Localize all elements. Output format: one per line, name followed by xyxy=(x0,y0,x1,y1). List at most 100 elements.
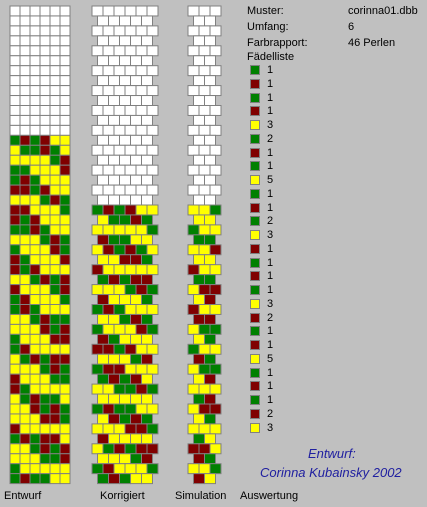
korrigiert-grid[interactable] xyxy=(91,5,159,485)
bead-cell xyxy=(59,373,71,385)
bead-cell xyxy=(39,174,51,186)
bead-cell xyxy=(119,55,131,67)
bead-cell xyxy=(119,373,131,385)
bead-cell xyxy=(187,383,200,395)
bead-cell xyxy=(59,453,71,465)
bead-cell xyxy=(19,453,31,465)
bead-cell xyxy=(130,214,142,226)
bead-cell xyxy=(59,304,71,315)
bead-cell xyxy=(141,254,153,266)
bead-cell xyxy=(49,5,61,17)
bead-cell xyxy=(19,254,31,266)
bead-cell xyxy=(119,453,131,465)
bead-cell xyxy=(59,154,71,166)
bead-cell xyxy=(9,124,21,136)
bead-cell xyxy=(209,323,222,335)
bead-cell xyxy=(198,144,211,156)
bead-cell xyxy=(19,313,31,325)
bead-cell xyxy=(49,244,61,256)
bead-cell xyxy=(108,95,120,107)
bead-cell xyxy=(102,284,115,296)
bead-cell xyxy=(97,95,109,107)
bead-cell xyxy=(113,224,126,236)
bead-cell xyxy=(193,373,205,385)
bead-count: 1 xyxy=(267,201,274,214)
bead-cell xyxy=(97,313,109,325)
bead-cell xyxy=(124,463,137,475)
bead-cell xyxy=(91,85,104,97)
bead-cell xyxy=(119,294,131,305)
bead-cell xyxy=(102,463,115,475)
bead-cell xyxy=(113,5,126,17)
bead-cell xyxy=(59,313,71,325)
bead-cell xyxy=(49,304,61,315)
simulation-grid[interactable] xyxy=(187,5,222,485)
bead-cell xyxy=(141,453,153,465)
bead-cell xyxy=(19,353,31,365)
bead-cell xyxy=(113,363,126,375)
bead-cell xyxy=(39,274,51,286)
bead-cell xyxy=(9,164,21,176)
bead-cell xyxy=(97,154,109,166)
bead-cell xyxy=(59,105,71,116)
bead-cell xyxy=(39,144,51,156)
bead-cell xyxy=(9,403,21,415)
bead-cell xyxy=(59,264,71,276)
bead-cell xyxy=(113,124,126,136)
bead-cell xyxy=(119,234,131,246)
bead-cell xyxy=(9,363,21,375)
bead-cell xyxy=(187,403,200,415)
bead-cell xyxy=(209,164,222,176)
bead-cell xyxy=(146,244,159,256)
bead-cell xyxy=(198,65,211,77)
bead-cell xyxy=(146,403,159,415)
bead-cell xyxy=(108,55,120,67)
bead-cell xyxy=(19,105,31,116)
bead-cell xyxy=(187,224,200,236)
bead-cell xyxy=(29,164,41,176)
bead-cell xyxy=(135,204,148,216)
bead-cell xyxy=(29,294,41,305)
bead-cell xyxy=(209,343,222,355)
bead-cell xyxy=(97,274,109,286)
bead-cell xyxy=(135,124,148,136)
bead-cell xyxy=(39,254,51,266)
bead-cell xyxy=(124,284,137,296)
bead-cell xyxy=(97,433,109,445)
auswertung-label: Auswertung xyxy=(240,490,299,502)
bead-cell xyxy=(97,294,109,305)
bead-cell xyxy=(49,393,61,405)
bead-cell xyxy=(198,244,211,256)
bead-cell xyxy=(209,184,222,196)
bead-cell xyxy=(9,433,21,445)
bead-cell xyxy=(187,105,200,116)
bead-cell xyxy=(49,284,61,296)
bead-cell xyxy=(198,343,211,355)
bead-cell xyxy=(204,55,216,67)
bead-cell xyxy=(29,55,41,67)
bead-cell xyxy=(146,323,159,335)
bead-cell xyxy=(9,134,21,146)
bead-cell xyxy=(193,473,205,485)
entwurf-grid[interactable] xyxy=(9,5,71,485)
bead-cell xyxy=(119,15,131,27)
bead-cell xyxy=(39,15,51,27)
bead-cell xyxy=(130,353,142,365)
bead-cell xyxy=(39,154,51,166)
bead-cell xyxy=(91,124,104,136)
bead-cell xyxy=(108,333,120,345)
bead-count: 1 xyxy=(267,105,274,118)
bead-cell xyxy=(39,204,51,216)
color-swatch xyxy=(250,161,260,172)
bead-cell xyxy=(108,274,120,286)
bead-cell xyxy=(29,124,41,136)
bead-cell xyxy=(198,25,211,37)
bead-cell xyxy=(193,35,205,47)
bead-cell xyxy=(49,194,61,206)
bead-cell xyxy=(204,95,216,107)
bead-cell xyxy=(49,134,61,146)
bead-cell xyxy=(124,363,137,375)
bead-cell xyxy=(124,323,137,335)
bead-cell xyxy=(59,254,71,266)
bead-cell xyxy=(59,164,71,176)
